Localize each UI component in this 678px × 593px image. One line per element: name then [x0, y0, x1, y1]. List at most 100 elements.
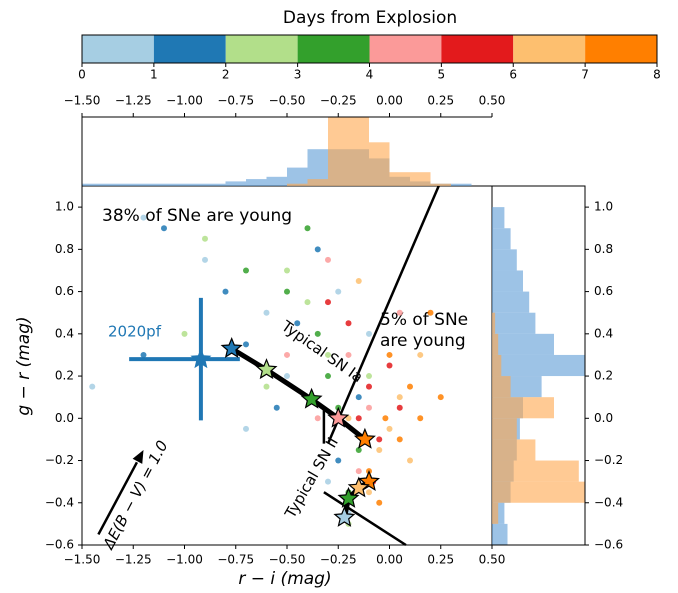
x-tick-label: 0.00	[376, 94, 403, 108]
data-point	[284, 351, 290, 358]
x-tick-label: −1.50	[64, 553, 101, 567]
histogram-bar	[492, 270, 523, 292]
data-point	[325, 256, 331, 263]
histogram-bar	[492, 228, 511, 250]
data-point	[243, 425, 249, 432]
data-point	[263, 383, 270, 390]
data-point	[294, 320, 301, 327]
data-point	[243, 267, 249, 274]
arrow-head	[132, 449, 144, 464]
histogram-bar	[82, 183, 103, 186]
data-point	[355, 394, 362, 401]
x-tick-label: 0.25	[427, 553, 454, 567]
data-point	[325, 299, 331, 306]
data-point	[396, 436, 403, 443]
histogram-bar	[492, 397, 554, 419]
data-point	[222, 288, 229, 295]
histogram-bar	[492, 207, 505, 229]
y-tick-label: −0.4	[594, 495, 623, 509]
colorbar-tick-label: 3	[294, 68, 302, 82]
histogram-bar	[143, 183, 164, 186]
track-star	[337, 486, 360, 508]
x-tick-label: 0.00	[376, 553, 403, 567]
data-point	[396, 404, 403, 411]
data-point	[427, 309, 434, 316]
histogram-bar	[492, 333, 499, 355]
y-tick-label: 0.6	[594, 284, 613, 298]
annotation: ΔE(B − V) = 1.0	[99, 438, 172, 553]
colorbar-tick-label: 1	[150, 68, 158, 82]
histogram-bar	[205, 183, 226, 186]
annotation: 5% of SNe	[380, 310, 468, 330]
colorbar-tick-label: 7	[581, 68, 589, 82]
histogram-bar	[307, 179, 328, 186]
data-point	[335, 457, 342, 464]
histogram-bar	[184, 183, 205, 186]
data-point	[284, 288, 290, 295]
histogram-bar	[492, 460, 579, 482]
data-point	[202, 235, 208, 242]
track-star	[255, 358, 278, 380]
axis-frame	[81, 116, 492, 186]
x-tick-label: −1.50	[64, 94, 101, 108]
track-star	[327, 406, 350, 428]
x-tick-label: 0.50	[479, 553, 506, 567]
axis-frame	[492, 185, 586, 546]
object-marker	[190, 348, 212, 369]
annotation: Typical SN Ia	[277, 316, 366, 386]
histogram-bar	[492, 418, 517, 440]
x-tick-label: −0.75	[217, 553, 254, 567]
histogram-bar	[492, 312, 536, 334]
data-point	[263, 309, 270, 316]
histogram-bar	[430, 183, 451, 186]
data-point	[355, 446, 362, 453]
histogram-bar	[492, 354, 502, 377]
y-tick-label: 0.8	[55, 242, 74, 256]
data-point	[366, 383, 372, 390]
histogram-bar	[492, 333, 554, 355]
annotation: are young	[380, 331, 466, 351]
histogram-bar	[451, 183, 472, 186]
data-point	[396, 309, 403, 316]
histogram-bar	[287, 167, 308, 186]
x-tick-label: −0.75	[217, 94, 254, 108]
colorbar-segment	[441, 35, 514, 63]
y-tick-label: 1.0	[594, 200, 613, 214]
histogram-bar	[492, 523, 508, 545]
data-point	[325, 478, 331, 485]
data-point	[376, 499, 383, 506]
colorbar-tick-label: 5	[438, 68, 446, 82]
y-tick-label: −0.6	[45, 538, 74, 552]
colorbar-tick-label: 2	[222, 68, 230, 82]
data-point	[314, 246, 321, 253]
colorbar-segment	[153, 35, 226, 63]
histogram-bar	[348, 117, 369, 186]
histogram-bar	[389, 172, 410, 186]
histogram-bar	[328, 117, 349, 186]
x-tick-label: −0.50	[269, 94, 306, 108]
data-point	[366, 330, 372, 337]
y-tick-label: 0.0	[594, 411, 613, 425]
histogram-bar	[492, 291, 530, 313]
annotation: 38% of SNe are young	[102, 206, 292, 226]
data-point	[355, 468, 362, 475]
data-point	[89, 383, 96, 390]
y-tick-label: 0.2	[55, 369, 74, 383]
histogram-bar	[102, 183, 123, 186]
histogram-bar	[492, 312, 496, 334]
data-point	[314, 415, 321, 422]
colorbar-segment	[82, 35, 154, 63]
data-point	[161, 225, 167, 232]
data-point	[407, 457, 413, 464]
histogram-bar	[369, 142, 390, 186]
histogram-bar	[410, 172, 431, 186]
data-point	[437, 394, 444, 401]
data-point	[366, 404, 372, 411]
data-point	[345, 351, 352, 358]
data-point	[304, 225, 311, 232]
y-axis-label: g − r (mag)	[14, 316, 34, 415]
histogram-bar	[287, 183, 308, 186]
colorbar-tick-label: 4	[366, 68, 374, 82]
histogram-bar	[492, 354, 585, 377]
